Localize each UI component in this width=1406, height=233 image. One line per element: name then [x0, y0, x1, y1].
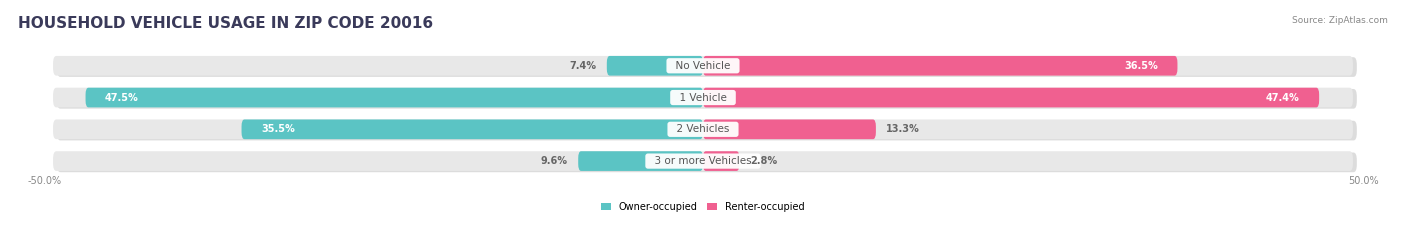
Text: 2 Vehicles: 2 Vehicles	[671, 124, 735, 134]
Text: -50.0%: -50.0%	[27, 176, 62, 186]
FancyBboxPatch shape	[86, 88, 703, 107]
Text: 13.3%: 13.3%	[886, 124, 920, 134]
Text: No Vehicle: No Vehicle	[669, 61, 737, 71]
FancyBboxPatch shape	[578, 151, 703, 171]
FancyBboxPatch shape	[53, 120, 1353, 139]
FancyBboxPatch shape	[58, 121, 1357, 140]
FancyBboxPatch shape	[58, 89, 1357, 109]
Text: HOUSEHOLD VEHICLE USAGE IN ZIP CODE 20016: HOUSEHOLD VEHICLE USAGE IN ZIP CODE 2001…	[18, 16, 433, 31]
Text: 2.8%: 2.8%	[749, 156, 778, 166]
FancyBboxPatch shape	[58, 153, 1357, 172]
Text: 7.4%: 7.4%	[569, 61, 596, 71]
FancyBboxPatch shape	[607, 56, 703, 76]
FancyBboxPatch shape	[703, 56, 1177, 76]
Text: 50.0%: 50.0%	[1348, 176, 1379, 186]
Legend: Owner-occupied, Renter-occupied: Owner-occupied, Renter-occupied	[602, 202, 804, 212]
FancyBboxPatch shape	[703, 88, 1319, 107]
Text: Source: ZipAtlas.com: Source: ZipAtlas.com	[1292, 16, 1388, 25]
Text: 47.4%: 47.4%	[1265, 93, 1299, 103]
FancyBboxPatch shape	[53, 56, 1353, 76]
FancyBboxPatch shape	[53, 151, 1353, 171]
FancyBboxPatch shape	[242, 120, 703, 139]
Text: 47.5%: 47.5%	[105, 93, 139, 103]
Text: 3 or more Vehicles: 3 or more Vehicles	[648, 156, 758, 166]
FancyBboxPatch shape	[703, 151, 740, 171]
Text: 36.5%: 36.5%	[1125, 61, 1159, 71]
FancyBboxPatch shape	[53, 88, 1353, 107]
FancyBboxPatch shape	[58, 57, 1357, 77]
Text: 1 Vehicle: 1 Vehicle	[673, 93, 733, 103]
Text: 35.5%: 35.5%	[262, 124, 295, 134]
FancyBboxPatch shape	[703, 120, 876, 139]
Text: 9.6%: 9.6%	[541, 156, 568, 166]
